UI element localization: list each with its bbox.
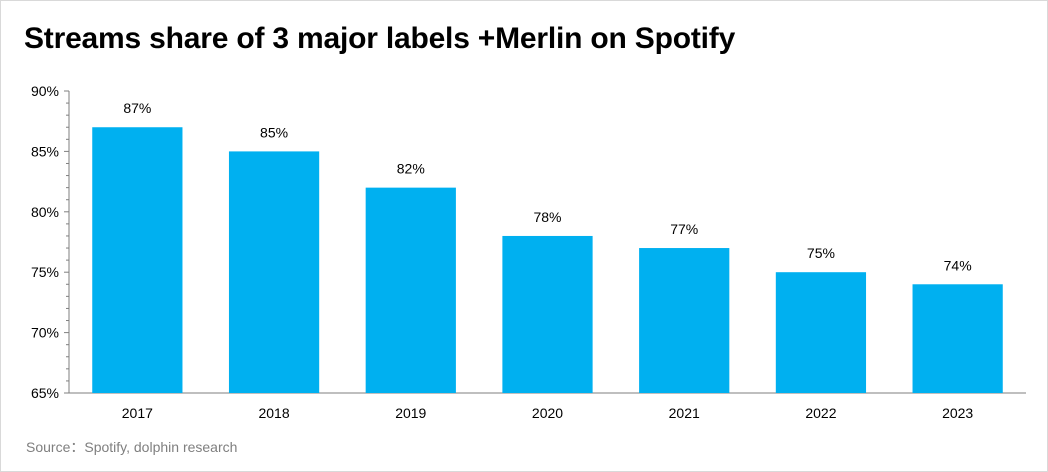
- data-label-2022: 75%: [807, 245, 835, 261]
- x-tick-label-2018: 2018: [258, 405, 289, 421]
- y-tick-label: 90%: [31, 83, 59, 99]
- x-tick-label-2023: 2023: [942, 405, 973, 421]
- data-label-2017: 87%: [123, 100, 151, 116]
- data-label-2020: 78%: [533, 209, 561, 225]
- bar-2017: [92, 127, 183, 394]
- data-label-2018: 85%: [260, 124, 288, 140]
- data-label-2021: 77%: [670, 221, 698, 237]
- data-label-2023: 74%: [944, 257, 972, 273]
- x-tick-label-2019: 2019: [395, 405, 426, 421]
- source-note: Source：Spotify, dolphin research: [26, 439, 238, 455]
- x-tick-label-2021: 2021: [669, 405, 700, 421]
- x-tick-label-2022: 2022: [805, 405, 836, 421]
- data-label-2019: 82%: [397, 161, 425, 177]
- bar-2021: [639, 248, 730, 393]
- x-tick-label-2020: 2020: [532, 405, 563, 421]
- bar-2020: [502, 235, 593, 393]
- chart-title: Streams share of 3 major labels +Merlin …: [24, 22, 736, 55]
- y-tick-label: 70%: [31, 325, 59, 341]
- y-tick-label: 80%: [31, 204, 59, 220]
- bar-2022: [775, 272, 867, 393]
- bar-2019: [365, 187, 456, 393]
- y-tick-label: 65%: [31, 385, 59, 401]
- x-tick-label-2017: 2017: [122, 405, 153, 421]
- bar-2023: [912, 284, 1003, 393]
- bar-2018: [228, 151, 320, 393]
- y-tick-label: 75%: [31, 264, 59, 280]
- y-tick-label: 85%: [31, 143, 59, 159]
